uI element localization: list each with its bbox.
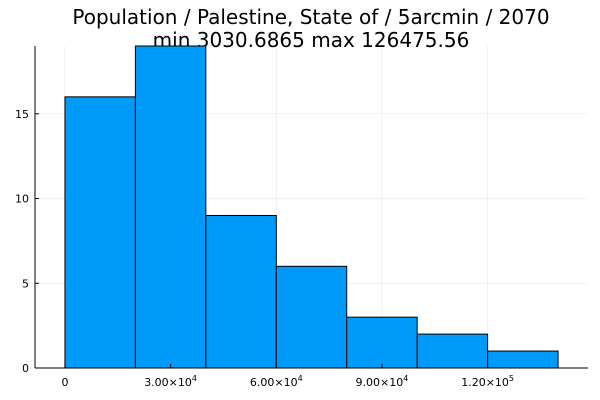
histogram-bar [275, 265, 348, 369]
x-tick-label: 1.20×105 [461, 374, 514, 389]
histogram-bar [134, 45, 207, 369]
ticks-layer: 0 3.00×104 6.00×104 9.00×104 1.20×105 0 5 10 15 [15, 108, 514, 389]
histogram-bar [416, 333, 489, 369]
histogram-bar [64, 96, 136, 369]
histogram-bar [205, 214, 277, 369]
y-tick-label: 5 [22, 277, 29, 290]
x-tick-label: 3.00×104 [144, 374, 197, 389]
y-tick-label: 10 [15, 193, 29, 206]
y-tick-label: 0 [22, 362, 29, 375]
x-tick-exponent: 4 [192, 374, 197, 383]
chart-title: Population / Palestine, State of / 5arcm… [72, 5, 549, 29]
y-tick-label: 15 [15, 108, 29, 121]
bars-layer [64, 45, 559, 369]
axes-layer [34, 46, 588, 369]
x-tick-label: 9.00×104 [356, 374, 409, 389]
x-tick-label: 0 [61, 376, 68, 389]
x-tick-exponent: 5 [509, 374, 514, 383]
x-tick-label: 6.00×104 [250, 374, 303, 389]
histogram-bar [346, 316, 418, 369]
histogram-bar [487, 350, 559, 369]
x-tick-exponent: 4 [298, 374, 303, 383]
x-tick-exponent: 4 [403, 374, 408, 383]
